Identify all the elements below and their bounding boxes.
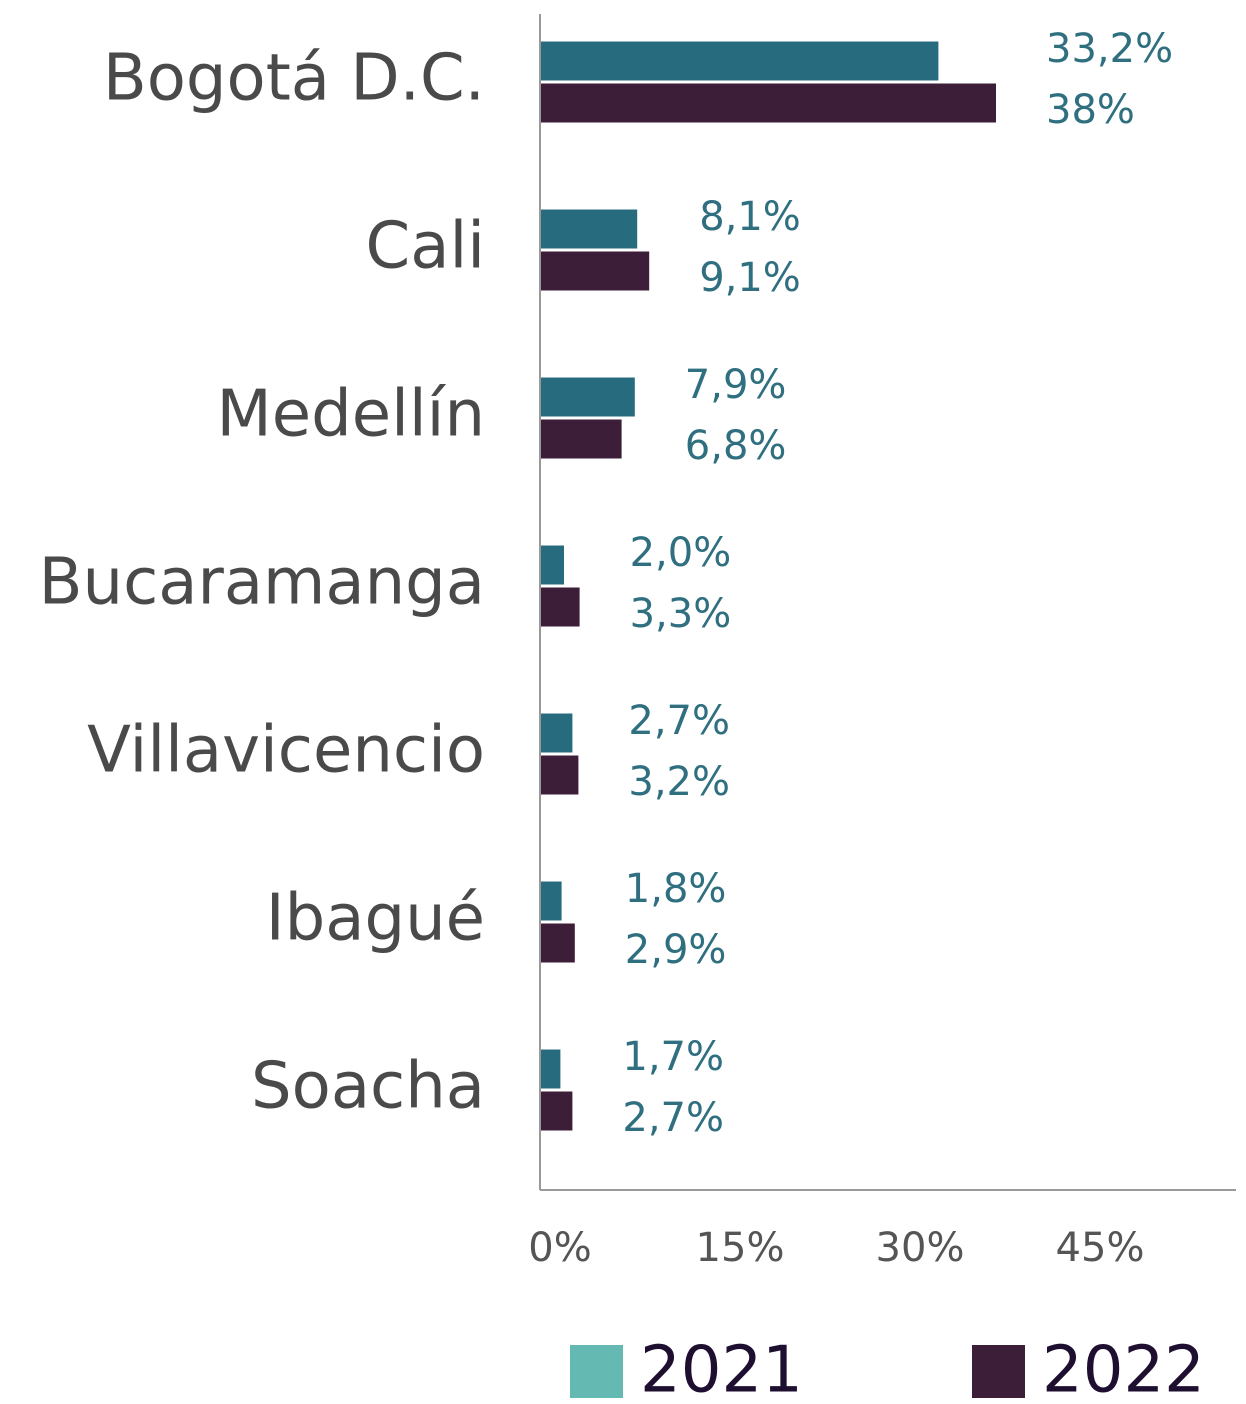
value-label: 1,8% <box>625 866 727 912</box>
legend-label: 2022 <box>1042 1334 1205 1404</box>
category-label: Medellín <box>217 378 486 452</box>
bar <box>540 713 573 753</box>
bar <box>540 587 580 627</box>
value-label: 3,2% <box>628 759 730 805</box>
x-tick-label: 30% <box>876 1225 965 1271</box>
bar <box>540 209 638 249</box>
value-label: 9,1% <box>699 255 801 301</box>
value-label: 8,1% <box>699 194 801 240</box>
bar <box>540 41 939 81</box>
value-label: 33,2% <box>1046 26 1173 72</box>
value-label: 2,9% <box>625 927 727 973</box>
bar <box>540 755 579 795</box>
category-label: Soacha <box>251 1050 485 1124</box>
category-label: Bogotá D.C. <box>103 42 485 116</box>
bar <box>540 419 622 459</box>
value-label: 6,8% <box>685 423 787 469</box>
value-label: 7,9% <box>685 362 787 408</box>
category-label: Bucaramanga <box>39 546 485 620</box>
legend-label: 2021 <box>640 1334 803 1404</box>
category-label: Ibagué <box>266 882 485 956</box>
bar <box>540 1091 573 1131</box>
value-label: 3,3% <box>630 591 732 637</box>
value-label: 2,7% <box>622 1095 724 1141</box>
category-label: Cali <box>366 210 485 284</box>
x-tick-label: 15% <box>696 1225 785 1271</box>
category-label: Villavicencio <box>87 714 485 788</box>
legend-swatch <box>972 1345 1025 1398</box>
value-label: 2,7% <box>628 698 730 744</box>
value-label: 2,0% <box>630 530 732 576</box>
bar <box>540 251 650 291</box>
bar <box>540 83 996 123</box>
value-label: 1,7% <box>622 1034 724 1080</box>
bar <box>540 881 562 921</box>
bar <box>540 545 564 585</box>
bar <box>540 377 635 417</box>
bar <box>540 923 575 963</box>
value-label: 38% <box>1046 87 1135 133</box>
legend-swatch <box>570 1345 623 1398</box>
x-tick-label: 0% <box>528 1225 591 1271</box>
bar <box>540 1049 561 1089</box>
x-tick-label: 45% <box>1056 1225 1145 1271</box>
